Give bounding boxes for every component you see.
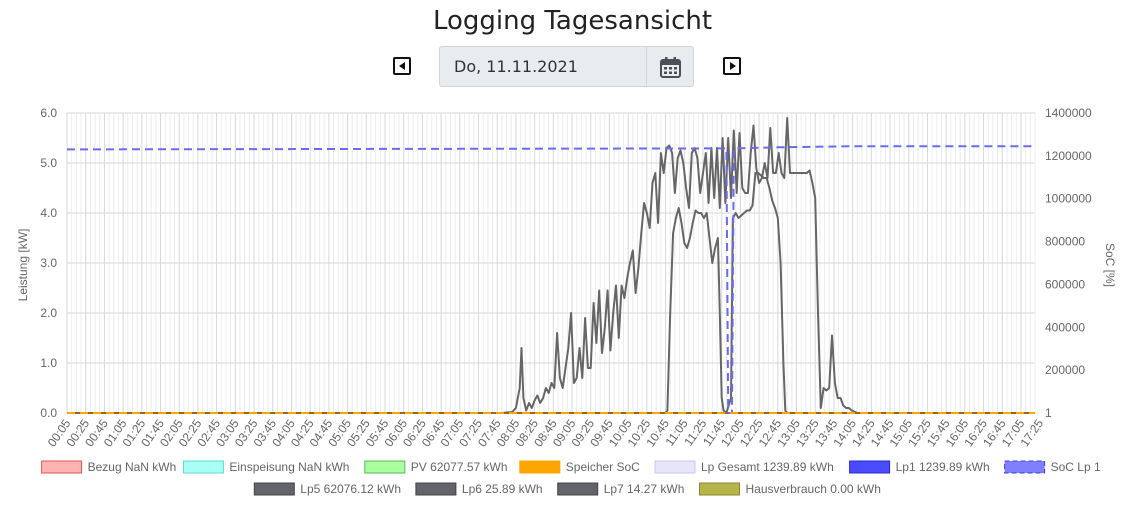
y-axis-right-label: SoC [%] <box>1103 243 1117 287</box>
legend-label: Lp6 25.89 kWh <box>462 482 543 496</box>
legend-label: Hausverbrauch 0.00 kWh <box>746 482 881 496</box>
series-line <box>67 172 1035 414</box>
next-day-button[interactable] <box>723 57 741 75</box>
legend-swatch <box>849 460 891 474</box>
y-left-tick-label: 5.0 <box>40 156 57 170</box>
series-line <box>66 145 1035 414</box>
y-right-tick-label: 600000 <box>1045 277 1085 291</box>
legend-swatch <box>1004 460 1046 474</box>
y-left-tick-label: 1.0 <box>40 356 57 370</box>
legend-swatch <box>364 460 406 474</box>
y-right-tick-label: 400000 <box>1045 320 1085 334</box>
date-picker[interactable]: Do, 11.11.2021 <box>439 46 694 87</box>
chart-axes: 0.01.02.03.04.05.06.01200000400000600000… <box>40 106 1092 449</box>
calendar-button[interactable] <box>647 47 694 86</box>
y-axis-left-label: Leistung [kW] <box>16 229 30 302</box>
legend-label: Bezug NaN kWh <box>88 460 177 474</box>
legend-label: Lp Gesamt 1239.89 kWh <box>701 460 834 474</box>
caret-right-icon <box>730 62 736 70</box>
legend-label: Lp5 62076.12 kWh <box>300 482 401 496</box>
legend-label: Einspeisung NaN kWh <box>229 460 349 474</box>
y-left-tick-label: 2.0 <box>40 306 57 320</box>
date-input[interactable]: Do, 11.11.2021 <box>440 47 647 86</box>
chart-series <box>66 117 1035 414</box>
legend-label: Lp1 1239.89 kWh <box>896 460 990 474</box>
page-title: Logging Tagesansicht <box>432 6 713 36</box>
y-left-tick-label: 0.0 <box>40 406 57 420</box>
legend-label: PV 62077.57 kWh <box>411 460 508 474</box>
legend-label: SoC Lp 1 <box>1051 460 1101 474</box>
legend-label: Speicher SoC <box>566 460 640 474</box>
y-left-tick-label: 6.0 <box>40 106 57 120</box>
legend-swatch <box>41 460 83 474</box>
y-right-tick-label: 1400000 <box>1045 106 1092 120</box>
chart-legend: Bezug NaN kWh Einspeisung NaN kWh PV 62077… <box>41 460 1101 496</box>
y-right-tick-label: 200000 <box>1045 363 1085 377</box>
caret-left-icon <box>399 62 405 70</box>
y-right-tick-label: 1000000 <box>1045 192 1092 206</box>
legend-swatch <box>253 482 295 496</box>
y-right-tick-label: 1200000 <box>1045 149 1092 163</box>
legend-swatch <box>699 482 740 496</box>
y-left-tick-label: 4.0 <box>40 206 57 220</box>
series-line <box>67 117 1035 414</box>
y-right-tick-label: 800000 <box>1045 235 1085 249</box>
y-left-tick-label: 3.0 <box>40 256 57 270</box>
legend-swatch <box>519 460 561 474</box>
chart-grid <box>66 112 1036 414</box>
calendar-icon <box>660 57 681 78</box>
legend-swatch <box>415 482 457 496</box>
legend-label: Lp7 14.27 kWh <box>604 482 685 496</box>
legend-swatch <box>654 460 696 474</box>
y-right-tick-label: 1 <box>1045 406 1052 420</box>
previous-day-button[interactable] <box>393 57 411 75</box>
legend-swatch <box>182 460 224 474</box>
legend-swatch <box>557 482 599 496</box>
